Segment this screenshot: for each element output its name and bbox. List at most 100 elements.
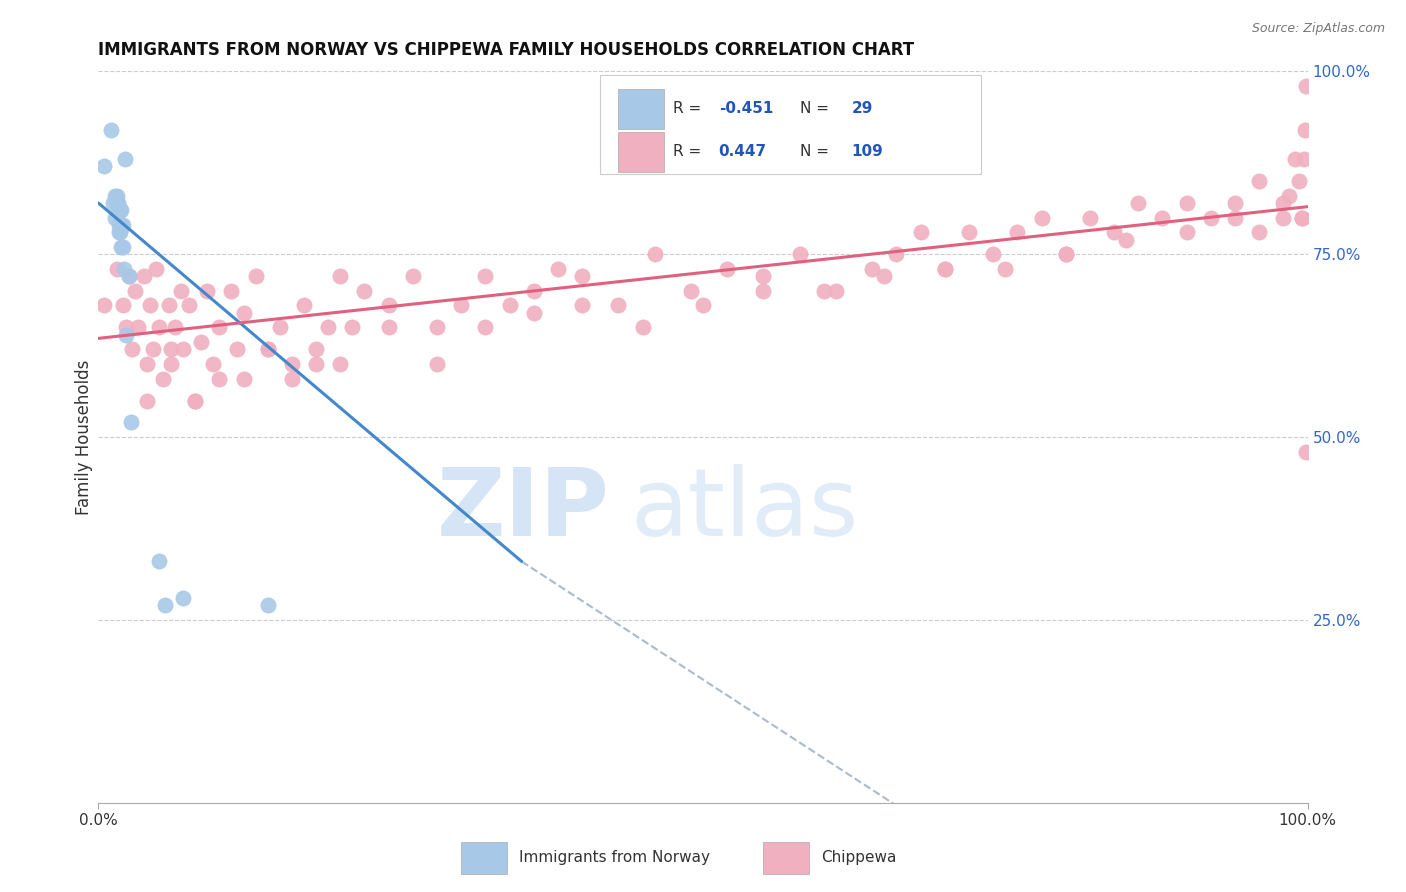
Point	[1152, 211, 1174, 225]
Point	[108, 218, 131, 232]
Point	[305, 343, 328, 357]
Point	[153, 599, 176, 613]
Point	[256, 599, 278, 613]
Point	[474, 320, 496, 334]
Point	[256, 343, 278, 357]
Point	[1175, 225, 1198, 239]
Point	[108, 218, 131, 232]
Point	[1249, 174, 1271, 188]
Point	[112, 261, 135, 276]
Point	[145, 261, 167, 276]
Point	[118, 269, 141, 284]
FancyBboxPatch shape	[619, 88, 664, 129]
Point	[498, 298, 520, 312]
Point	[269, 320, 291, 334]
Point	[1295, 78, 1317, 93]
Point	[121, 343, 143, 357]
Point	[789, 247, 811, 261]
Text: 29: 29	[852, 102, 873, 116]
FancyBboxPatch shape	[461, 841, 508, 874]
Point	[402, 269, 425, 284]
Point	[377, 320, 399, 334]
Point	[752, 284, 775, 298]
Point	[957, 225, 980, 239]
Point	[108, 225, 131, 239]
Point	[226, 343, 249, 357]
Point	[607, 298, 630, 312]
Point	[450, 298, 472, 312]
Point	[1128, 196, 1150, 211]
Text: 0.447: 0.447	[718, 145, 766, 160]
Point	[163, 320, 186, 334]
Text: Chippewa: Chippewa	[821, 850, 897, 865]
Point	[1291, 211, 1313, 225]
Point	[110, 218, 132, 232]
Point	[107, 196, 129, 211]
Point	[115, 327, 138, 342]
Point	[160, 343, 183, 357]
Point	[134, 269, 156, 284]
Point	[1199, 211, 1222, 225]
Point	[571, 269, 593, 284]
Point	[426, 357, 449, 371]
Point	[523, 306, 546, 320]
Point	[1115, 233, 1137, 247]
Point	[1288, 174, 1310, 188]
Point	[934, 261, 956, 276]
Point	[292, 298, 315, 312]
Point	[127, 320, 149, 334]
Point	[139, 298, 162, 312]
Point	[1223, 196, 1246, 211]
Point	[1031, 211, 1053, 225]
Point	[232, 306, 254, 320]
Point	[118, 269, 141, 284]
Text: IMMIGRANTS FROM NORWAY VS CHIPPEWA FAMILY HOUSEHOLDS CORRELATION CHART: IMMIGRANTS FROM NORWAY VS CHIPPEWA FAMIL…	[98, 41, 914, 59]
Point	[981, 247, 1004, 261]
Text: N =: N =	[800, 102, 834, 116]
Point	[716, 261, 738, 276]
Point	[1175, 196, 1198, 211]
Point	[108, 203, 131, 218]
Point	[679, 284, 702, 298]
Point	[934, 261, 956, 276]
Text: Immigrants from Norway: Immigrants from Norway	[519, 850, 710, 865]
Text: R =: R =	[672, 102, 706, 116]
Point	[101, 196, 124, 211]
Point	[305, 357, 328, 371]
Point	[208, 320, 231, 334]
Point	[152, 371, 174, 385]
Y-axis label: Family Households: Family Households	[75, 359, 93, 515]
Point	[221, 284, 243, 298]
Text: N =: N =	[800, 145, 834, 160]
Point	[1223, 211, 1246, 225]
Point	[752, 269, 775, 284]
Point	[692, 298, 714, 312]
Point	[184, 393, 207, 408]
Point	[184, 393, 207, 408]
Point	[1272, 196, 1295, 211]
Point	[1102, 225, 1125, 239]
Point	[148, 320, 170, 334]
Point	[111, 298, 134, 312]
Point	[157, 298, 180, 312]
Point	[202, 357, 225, 371]
Point	[195, 284, 218, 298]
Point	[100, 123, 122, 137]
Point	[108, 225, 131, 239]
Point	[281, 357, 304, 371]
Point	[148, 554, 170, 568]
Point	[111, 240, 134, 254]
Point	[329, 269, 352, 284]
Point	[377, 298, 399, 312]
Point	[1078, 211, 1101, 225]
Point	[329, 357, 352, 371]
Text: Source: ZipAtlas.com: Source: ZipAtlas.com	[1251, 22, 1385, 36]
Point	[644, 247, 666, 261]
Point	[110, 203, 132, 218]
Point	[108, 203, 131, 218]
Point	[115, 320, 138, 334]
Point	[860, 261, 883, 276]
Point	[110, 240, 132, 254]
Point	[105, 261, 128, 276]
Point	[1295, 444, 1317, 458]
